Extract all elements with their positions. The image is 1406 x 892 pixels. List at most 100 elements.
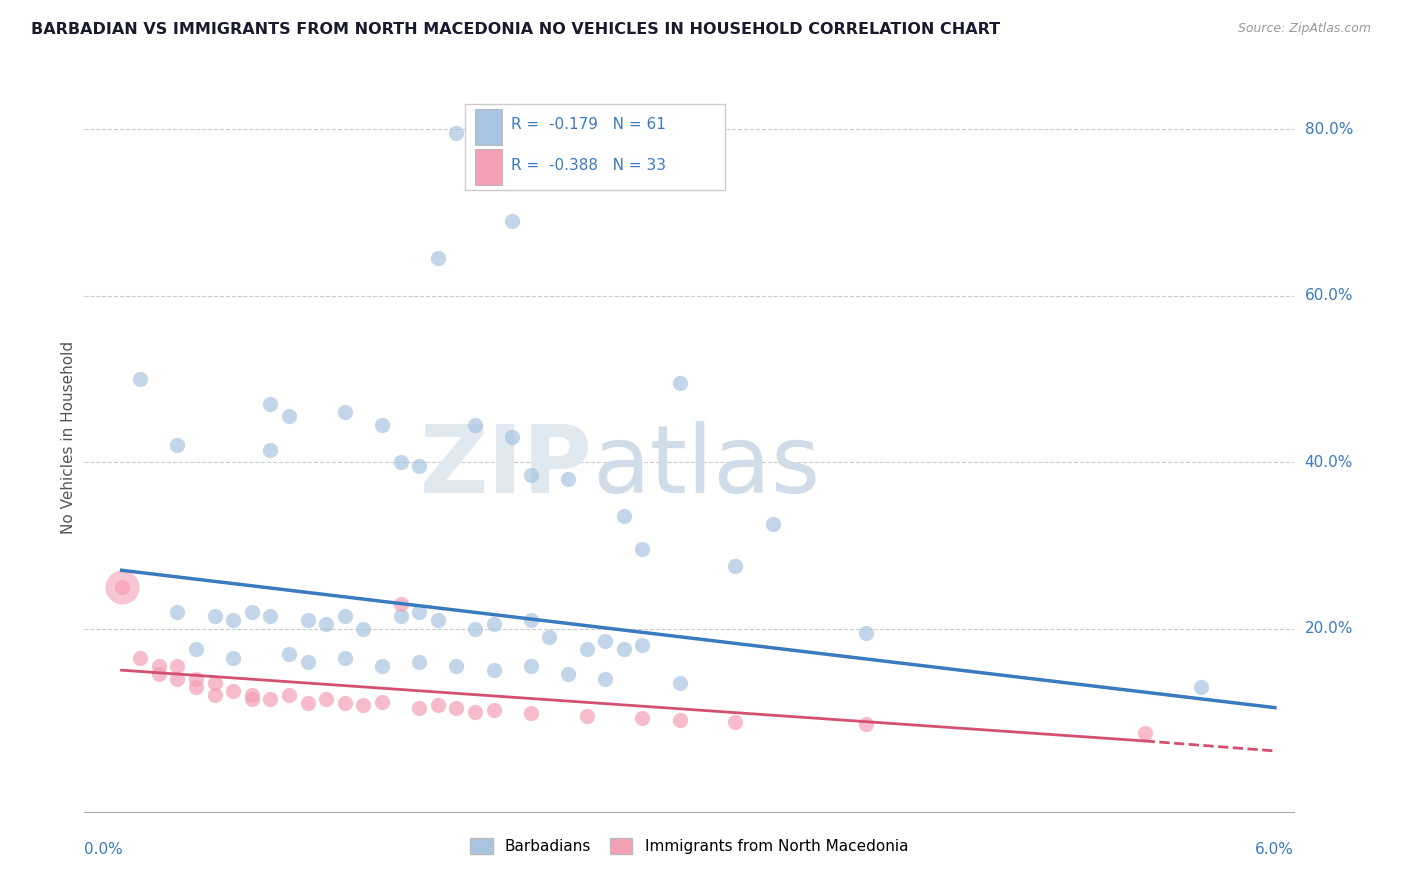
Point <box>631 711 654 725</box>
Point <box>482 703 505 717</box>
Point <box>408 605 430 619</box>
Point <box>297 655 319 669</box>
Point <box>501 213 523 227</box>
Point <box>129 650 152 665</box>
Point <box>184 672 207 686</box>
Point <box>148 659 170 673</box>
Text: 80.0%: 80.0% <box>1305 121 1353 136</box>
Point <box>855 717 877 731</box>
Point <box>352 622 374 636</box>
Text: R =  -0.179   N = 61: R = -0.179 N = 61 <box>512 117 666 132</box>
Text: atlas: atlas <box>592 421 821 513</box>
Point <box>184 680 207 694</box>
Text: ZIP: ZIP <box>419 421 592 513</box>
Point <box>129 372 152 386</box>
Point <box>240 692 263 706</box>
Point <box>389 609 412 624</box>
Point <box>464 705 486 719</box>
Point <box>204 675 226 690</box>
Point <box>446 700 468 714</box>
Point <box>297 697 319 711</box>
Point <box>668 675 690 690</box>
Point <box>166 605 188 619</box>
Point <box>408 459 430 474</box>
Point <box>278 647 301 661</box>
Text: BARBADIAN VS IMMIGRANTS FROM NORTH MACEDONIA NO VEHICLES IN HOUSEHOLD CORRELATIO: BARBADIAN VS IMMIGRANTS FROM NORTH MACED… <box>31 22 1000 37</box>
FancyBboxPatch shape <box>475 109 502 145</box>
Point <box>482 617 505 632</box>
Point <box>426 613 449 627</box>
FancyBboxPatch shape <box>465 103 725 190</box>
Text: R =  -0.388   N = 33: R = -0.388 N = 33 <box>512 158 666 172</box>
Point <box>464 622 486 636</box>
Text: 0.0%: 0.0% <box>84 842 124 856</box>
Point <box>184 642 207 657</box>
Point <box>148 667 170 681</box>
Point <box>240 688 263 702</box>
Text: 20.0%: 20.0% <box>1305 621 1353 636</box>
Point <box>482 663 505 677</box>
Point <box>222 684 245 698</box>
Point <box>855 625 877 640</box>
Point <box>464 172 486 186</box>
Point <box>593 634 616 648</box>
Point <box>389 455 412 469</box>
Point <box>259 609 281 624</box>
Legend: Barbadians, Immigrants from North Macedonia: Barbadians, Immigrants from North Macedo… <box>464 832 914 860</box>
Point <box>371 695 394 709</box>
Point <box>166 659 188 673</box>
Point <box>204 609 226 624</box>
Point <box>240 605 263 619</box>
Point <box>557 472 579 486</box>
Point <box>333 609 356 624</box>
Point <box>204 688 226 702</box>
Point <box>724 559 747 574</box>
Point <box>520 659 543 673</box>
Point <box>297 613 319 627</box>
Point <box>166 438 188 452</box>
Point <box>259 442 281 457</box>
Point <box>426 251 449 265</box>
Point <box>110 580 132 594</box>
Point <box>110 580 132 594</box>
Point <box>371 659 394 673</box>
Point <box>520 706 543 721</box>
Point <box>333 405 356 419</box>
Text: 6.0%: 6.0% <box>1254 842 1294 856</box>
Point <box>222 613 245 627</box>
Point <box>259 397 281 411</box>
Text: 60.0%: 60.0% <box>1305 288 1353 303</box>
Point <box>446 659 468 673</box>
Point <box>1189 680 1212 694</box>
Point <box>557 667 579 681</box>
Point <box>520 467 543 482</box>
Point <box>501 430 523 444</box>
Point <box>426 698 449 713</box>
Point <box>278 688 301 702</box>
Point <box>464 417 486 432</box>
Point <box>408 655 430 669</box>
Point <box>575 709 598 723</box>
Point <box>668 376 690 390</box>
Text: Source: ZipAtlas.com: Source: ZipAtlas.com <box>1237 22 1371 36</box>
Point <box>538 630 561 644</box>
Point <box>762 517 785 532</box>
Point <box>259 692 281 706</box>
Point <box>278 409 301 424</box>
Point <box>333 650 356 665</box>
Point <box>631 542 654 557</box>
Text: 40.0%: 40.0% <box>1305 455 1353 469</box>
Point <box>352 698 374 713</box>
Point <box>389 597 412 611</box>
FancyBboxPatch shape <box>475 149 502 185</box>
Point <box>315 617 337 632</box>
Point <box>613 642 636 657</box>
Point <box>575 642 598 657</box>
Point <box>724 714 747 729</box>
Point <box>315 692 337 706</box>
Point <box>222 650 245 665</box>
Point <box>166 672 188 686</box>
Point <box>408 700 430 714</box>
Point <box>631 638 654 652</box>
Point <box>371 417 394 432</box>
